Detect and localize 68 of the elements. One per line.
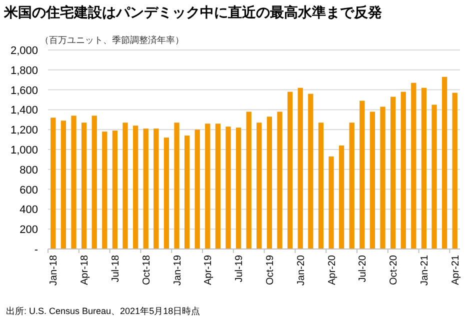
bar: [421, 88, 427, 249]
bar: [277, 112, 282, 249]
y-tick-label: -: [34, 244, 38, 256]
bar: [360, 100, 365, 249]
x-tick-label: Apr-18: [80, 254, 91, 286]
bar: [411, 82, 416, 249]
x-tick-label: Jul-20: [358, 254, 369, 282]
bar: [390, 96, 396, 249]
y-tick-label: 2,000: [10, 45, 38, 57]
bar: [256, 122, 262, 249]
x-tick-label: Jan-21: [419, 254, 430, 286]
bar: [432, 104, 437, 249]
x-tick-label: Jan-18: [48, 254, 60, 286]
bar: [328, 156, 334, 249]
x-tick-label: Apr-19: [203, 254, 214, 286]
x-tick-label: Apr-20: [326, 254, 338, 286]
x-tick-label: Jan-19: [172, 254, 184, 286]
y-tick-label: 600: [20, 184, 38, 196]
bar: [71, 116, 76, 249]
bar: [184, 136, 190, 249]
x-tick-label: Jul-19: [234, 254, 246, 282]
y-tick-label: 400: [20, 204, 38, 216]
x-tick-label: Jul-18: [110, 254, 122, 282]
bar: [164, 138, 170, 249]
bar: [266, 116, 272, 249]
bar: [132, 126, 138, 249]
bar: [400, 92, 406, 249]
bar: [338, 146, 344, 249]
bar: [308, 94, 314, 249]
bar: [215, 124, 221, 249]
bar: [226, 126, 231, 249]
bar: [143, 128, 148, 249]
bar: [246, 112, 252, 249]
bar: [194, 130, 200, 249]
x-tick-label: Oct-19: [264, 254, 276, 286]
bar: [318, 122, 324, 249]
bar: [442, 76, 448, 249]
chart-subtitle: （百万ユニット、季節調整済年率）: [40, 35, 184, 45]
bar: [174, 122, 180, 249]
x-tick-label: Apr-21: [450, 254, 462, 286]
x-tick-label: Oct-20: [388, 254, 400, 286]
bar: [112, 130, 118, 249]
bar: [287, 92, 293, 249]
bar: [349, 122, 354, 249]
y-tick-label: 1,000: [10, 144, 38, 156]
bar: [122, 122, 128, 249]
bar: [50, 118, 56, 249]
bar: [370, 112, 376, 249]
bar: [298, 88, 303, 249]
bar: [452, 92, 458, 249]
bar: [60, 120, 66, 249]
bar: [102, 132, 108, 249]
chart-title: 米国の住宅建設はパンデミック中に直近の最高水準まで反発: [3, 4, 382, 20]
x-tick-label: Jan-20: [296, 254, 307, 286]
bar: [205, 124, 210, 249]
text: 出所: U.S. Census Bureau、2021年5月18日時点: [6, 306, 200, 316]
bar: [81, 122, 87, 249]
bar: [236, 128, 242, 249]
y-tick-label: 1,800: [10, 64, 38, 77]
y-tick-label: 800: [20, 164, 38, 176]
bar: [92, 116, 97, 249]
y-tick-label: 1,200: [10, 124, 38, 137]
bar: [380, 106, 386, 249]
y-tick-label: 1,400: [10, 104, 38, 117]
y-tick-label: 200: [20, 224, 38, 236]
bar: [154, 128, 159, 249]
y-tick-label: 1,600: [10, 84, 38, 97]
x-tick-label: Oct-18: [141, 254, 152, 286]
